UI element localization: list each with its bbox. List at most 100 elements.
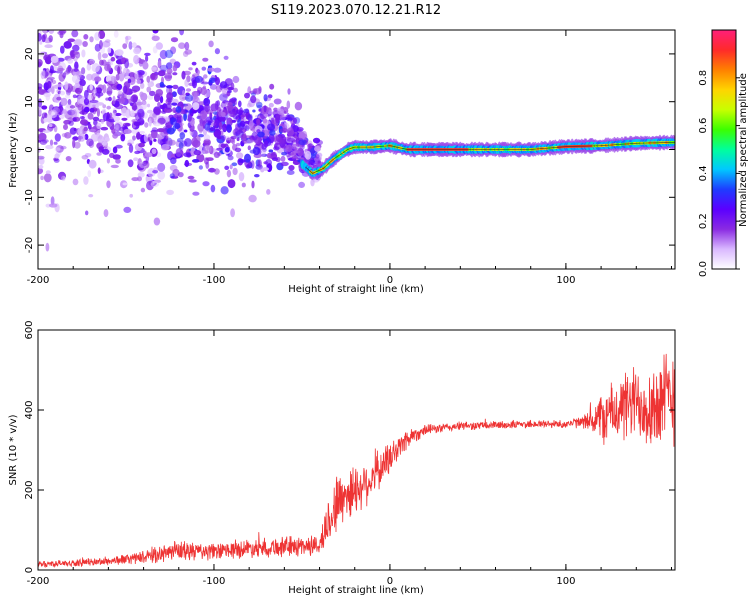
spectrogram-cell xyxy=(159,104,165,110)
spectrogram-cell xyxy=(168,100,171,105)
snr-ticks: -200 -100 0 100 0 200 400 600 xyxy=(24,320,675,587)
spectrogram-cell xyxy=(262,167,269,171)
spectrogram-cell xyxy=(263,94,268,102)
spectrogram-cell xyxy=(139,91,144,98)
spectrogram-cell xyxy=(68,120,74,126)
spectrogram-cell xyxy=(304,150,312,160)
spectrogram-cell xyxy=(136,79,142,84)
spectrogram-cell xyxy=(65,66,73,74)
spectrogram-cell xyxy=(257,131,265,138)
spectrogram-cell xyxy=(158,70,166,77)
spectrogram-cell xyxy=(81,67,86,75)
spectrogram-cell xyxy=(91,62,100,73)
spectrogram-cell xyxy=(94,76,102,82)
spectrogram-cell xyxy=(72,117,77,122)
spectrogram-cell xyxy=(106,86,113,96)
spectrogram-cell xyxy=(101,40,111,48)
spectrogram-cell xyxy=(140,187,146,193)
spectrogram-cell xyxy=(252,109,256,113)
spectrogram-cell xyxy=(271,116,277,125)
spectrogram-cell xyxy=(38,157,45,165)
spectrogram-cell xyxy=(111,128,116,134)
spectrogram-cell xyxy=(245,164,251,169)
spectrogram-cell xyxy=(268,102,274,108)
spectrogram-cell xyxy=(219,81,228,89)
spectrogram-cell xyxy=(102,53,108,59)
spectrogram-cell xyxy=(218,142,225,150)
spectrogram-cell xyxy=(267,110,274,115)
spectrogram-cell xyxy=(251,180,255,189)
spectrogram-cell xyxy=(202,57,209,62)
spectrogram-cell xyxy=(239,120,246,127)
spectrogram-cell xyxy=(64,24,67,30)
spectrogram-cell xyxy=(61,175,66,181)
spectrogram-cell xyxy=(197,86,203,94)
spectrogram-cell xyxy=(38,83,43,89)
spectrogram-cell xyxy=(127,78,132,84)
spectrogram-cell xyxy=(89,107,95,113)
spectrogram-cell xyxy=(298,139,307,146)
spectrogram-cell xyxy=(175,148,182,157)
spectrogram-cell xyxy=(178,142,184,149)
spectrogram-cell xyxy=(123,206,132,213)
spectrogram-cell xyxy=(235,109,243,115)
spectrogram-cell xyxy=(262,129,269,139)
spectrogram-cell xyxy=(140,82,145,89)
spectrogram-cell xyxy=(82,41,88,47)
snr-panel: -200 -100 0 100 0 200 400 600 Height of straigh… xyxy=(8,320,676,596)
spectrogram-cell xyxy=(279,128,289,133)
spectrogram-cell xyxy=(203,134,211,141)
spectrogram-cell xyxy=(83,98,90,106)
spectrogram-cell xyxy=(169,164,178,172)
spectrogram-cell xyxy=(184,138,192,147)
colorbar-tick-label: 0.0 xyxy=(698,261,709,277)
spectrogram-cell xyxy=(137,172,145,178)
spectrogram-cell xyxy=(112,146,118,154)
spectrogram-cell xyxy=(131,22,139,28)
spectrogram-cell xyxy=(179,30,184,36)
spectrogram-cell xyxy=(262,118,268,124)
spectrogram-cell xyxy=(165,62,173,70)
spectrogram-cell xyxy=(67,98,72,106)
spectrogram-cell xyxy=(116,83,123,90)
spectrogram-cell xyxy=(64,81,69,91)
spectrogram-cell xyxy=(72,44,80,52)
spectrogram-cell xyxy=(249,120,254,130)
spectrogram-cell xyxy=(185,88,192,92)
spectrogram-cell xyxy=(77,135,82,143)
spectrogram-cell xyxy=(115,124,119,130)
spectrogram-cell xyxy=(128,144,134,153)
spectrogram-cell xyxy=(48,35,53,43)
spectrogram-cell xyxy=(134,70,139,80)
spectrogram-cell xyxy=(236,137,240,142)
spectrogram-cell xyxy=(171,102,178,106)
spectrogram-cell xyxy=(157,136,164,140)
spectrogram-cell xyxy=(173,114,178,118)
spectrogram-cell xyxy=(64,132,72,139)
spectrogram-cell xyxy=(118,97,125,105)
snr-y-axis-label: SNR (10 * v/v) xyxy=(8,414,19,485)
spectrogram-cell xyxy=(101,148,110,155)
spectrogram-cell xyxy=(124,59,129,69)
spectrogram-cell xyxy=(267,123,275,131)
spectrogram-cell xyxy=(88,159,97,169)
spectrogram-cell xyxy=(183,152,192,158)
spectrogram-cell xyxy=(51,79,57,85)
spectrogram-cell xyxy=(79,79,86,87)
spectrogram-cell xyxy=(236,142,241,147)
snr-x-tick-label: -100 xyxy=(203,576,226,587)
spectrogram-cell xyxy=(45,170,51,175)
spectrogram-cell xyxy=(38,155,45,160)
spectrogram-cell xyxy=(224,146,230,153)
spectrogram-cell xyxy=(53,141,58,145)
spectrogram-cell xyxy=(157,170,166,180)
spectrogram-cell xyxy=(231,119,236,123)
spectrogram-cell xyxy=(292,125,299,133)
spectrogram-cell xyxy=(122,43,128,49)
spectrogram-cell xyxy=(157,162,166,172)
snr-series-line xyxy=(38,353,675,569)
spectrogram-cell xyxy=(149,90,156,97)
spectrogram-cell xyxy=(213,121,218,128)
spectrogram-cell xyxy=(273,98,282,105)
spectrogram-cell xyxy=(170,37,179,43)
